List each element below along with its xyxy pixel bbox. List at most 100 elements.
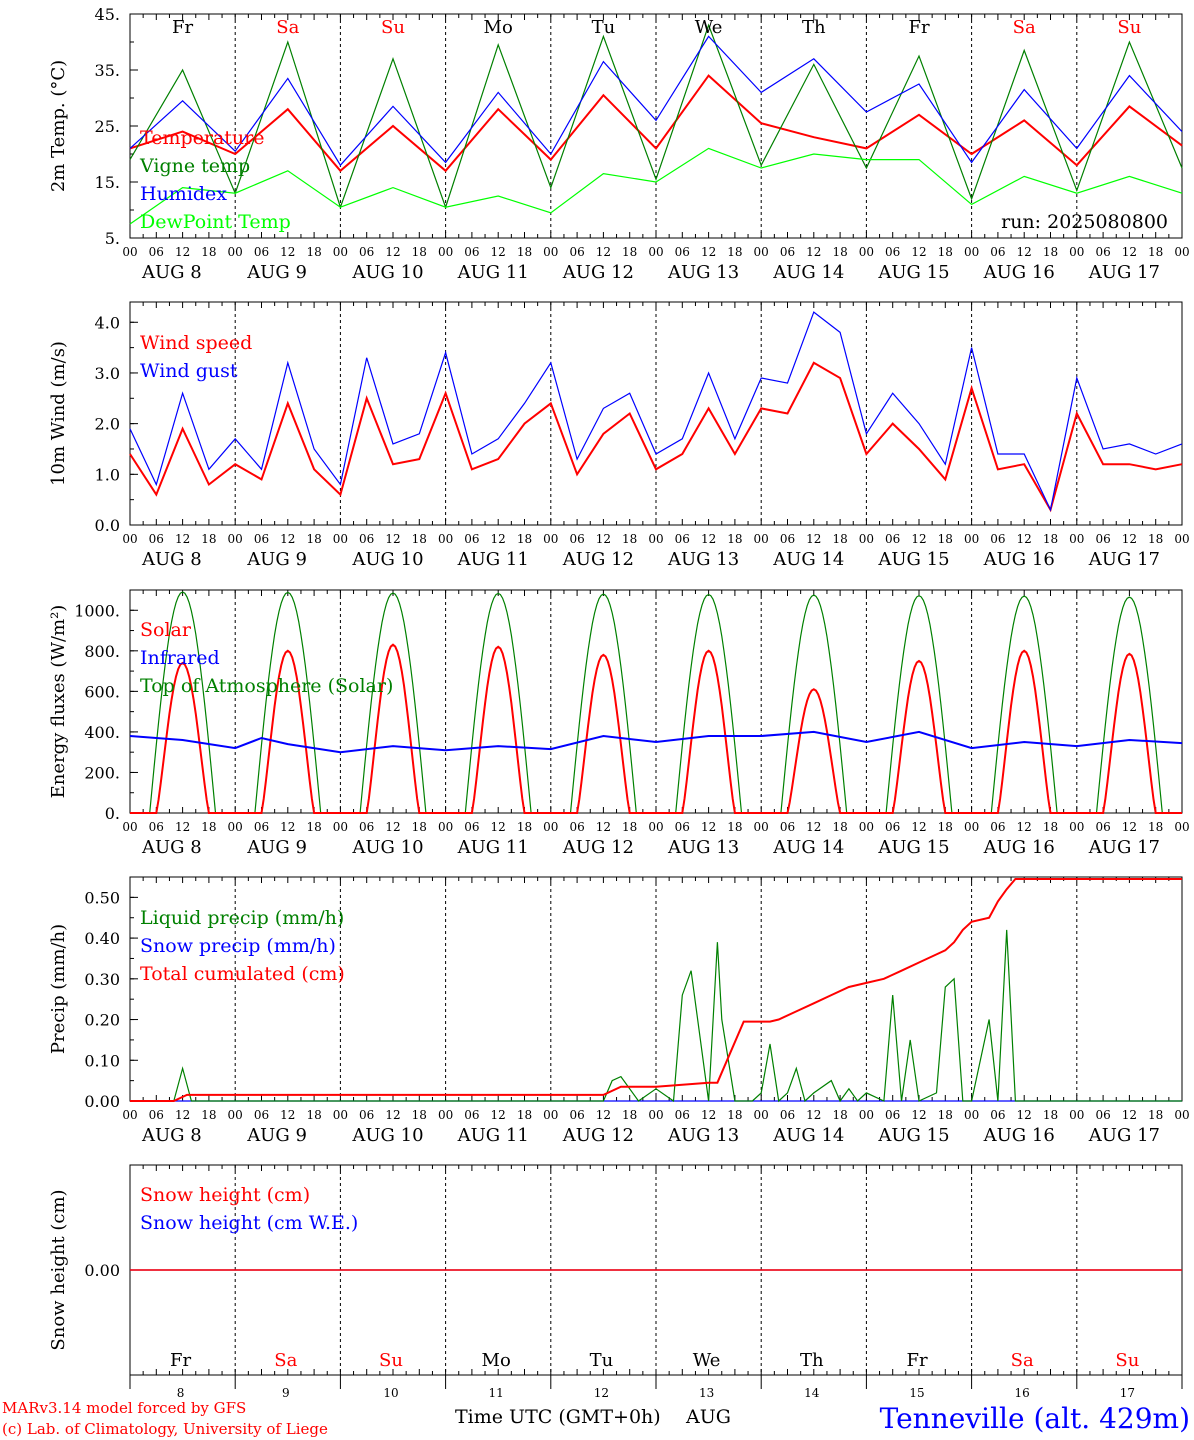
hour-tick-label: 18 xyxy=(201,1108,216,1122)
date-label: AUG 10 xyxy=(351,1125,423,1146)
hour-tick-label: 18 xyxy=(938,245,953,259)
date-label: AUG 12 xyxy=(562,549,634,570)
legend-entry: Snow height (cm) xyxy=(140,1184,310,1206)
hour-tick-label: 18 xyxy=(938,1108,953,1122)
y-tick-label: 0.50 xyxy=(84,888,120,907)
day-number: 13 xyxy=(699,1386,714,1400)
y-tick-label: 2.0 xyxy=(95,415,120,434)
date-label: AUG 14 xyxy=(772,549,844,570)
date-label: AUG 17 xyxy=(1088,549,1160,570)
hour-tick-label: 18 xyxy=(1148,532,1163,546)
hour-tick-label: 18 xyxy=(622,532,637,546)
date-label: AUG 9 xyxy=(246,549,307,570)
y-tick-label: 0.30 xyxy=(84,970,120,989)
day-number: 17 xyxy=(1120,1386,1135,1400)
date-label: AUG 11 xyxy=(457,262,529,283)
hour-tick-label: 06 xyxy=(780,245,795,259)
hour-tick-label: 12 xyxy=(911,532,926,546)
series-line xyxy=(130,591,1182,814)
hour-tick-label: 00 xyxy=(1069,820,1084,834)
day-number: 16 xyxy=(1015,1386,1030,1400)
legend-entry: Top of Atmosphere (Solar) xyxy=(140,675,393,697)
date-label: AUG 9 xyxy=(246,1125,307,1146)
credit-line-2: (c) Lab. of Climatology, University of L… xyxy=(2,1420,328,1438)
date-label: AUG 13 xyxy=(667,837,739,858)
day-number: 15 xyxy=(909,1386,924,1400)
day-number: 8 xyxy=(177,1386,185,1400)
day-number: 14 xyxy=(804,1386,820,1400)
date-label: AUG 14 xyxy=(772,1125,844,1146)
y-tick-label: 25. xyxy=(95,117,120,136)
hour-tick-label: 12 xyxy=(701,532,716,546)
weekday-label: Tu xyxy=(590,1350,614,1371)
hour-tick-label: 00 xyxy=(859,820,874,834)
hour-tick-label: 06 xyxy=(359,245,374,259)
hour-tick-label: 18 xyxy=(517,245,532,259)
hour-tick-label: 06 xyxy=(254,532,269,546)
x-axis-month: AUG xyxy=(685,1406,731,1428)
hour-tick-label: 06 xyxy=(885,245,900,259)
hour-tick-label: 06 xyxy=(885,1108,900,1122)
date-label: AUG 11 xyxy=(457,837,529,858)
hour-tick-label: 18 xyxy=(1043,820,1058,834)
series-line xyxy=(129,311,1183,512)
y-tick-label: 0.00 xyxy=(84,1261,120,1280)
hour-tick-label: 06 xyxy=(990,245,1005,259)
hour-tick-label: 00 xyxy=(754,245,769,259)
legend-entry: Humidex xyxy=(140,183,227,205)
credit-line-1: MARv3.14 model forced by GFS xyxy=(2,1399,246,1417)
hour-tick-label: 00 xyxy=(122,532,137,546)
hour-tick-label: 18 xyxy=(1148,1108,1163,1122)
hour-tick-label: 06 xyxy=(149,245,164,259)
weekday-label: Mo xyxy=(484,17,513,38)
y-tick-label: 3.0 xyxy=(95,364,120,383)
hour-tick-label: 00 xyxy=(543,245,558,259)
date-label: AUG 13 xyxy=(667,262,739,283)
hour-tick-label: 12 xyxy=(1122,532,1137,546)
legend-entry: Total cumulated (cm) xyxy=(140,963,345,985)
hour-tick-label: 12 xyxy=(280,245,295,259)
legend-entry: Temperature xyxy=(140,127,264,149)
hour-tick-label: 06 xyxy=(464,820,479,834)
hour-tick-label: 06 xyxy=(1095,245,1110,259)
date-label: AUG 16 xyxy=(983,262,1055,283)
date-label: AUG 17 xyxy=(1088,262,1160,283)
hour-tick-label: 00 xyxy=(122,820,137,834)
day-number: 9 xyxy=(282,1386,290,1400)
hour-tick-label: 06 xyxy=(569,532,584,546)
hour-tick-label: 18 xyxy=(1043,532,1058,546)
date-label: AUG 8 xyxy=(141,549,202,570)
hour-tick-label: 18 xyxy=(622,820,637,834)
date-label: AUG 13 xyxy=(667,1125,739,1146)
date-label: AUG 12 xyxy=(562,1125,634,1146)
hour-tick-label: 00 xyxy=(964,1108,979,1122)
y-tick-label: 800. xyxy=(84,642,120,661)
hour-tick-label: 00 xyxy=(438,820,453,834)
plot-frame xyxy=(129,589,1183,814)
hour-tick-label: 12 xyxy=(175,532,190,546)
hour-tick-label: 06 xyxy=(149,820,164,834)
hour-tick-label: 00 xyxy=(1174,532,1189,546)
hour-tick-label: 06 xyxy=(254,245,269,259)
hour-tick-label: 06 xyxy=(569,245,584,259)
hour-tick-label: 00 xyxy=(228,1108,243,1122)
hour-tick-label: 00 xyxy=(1069,532,1084,546)
hour-tick-label: 06 xyxy=(464,532,479,546)
hour-tick-label: 00 xyxy=(964,820,979,834)
hour-tick-label: 12 xyxy=(596,532,611,546)
date-label: AUG 12 xyxy=(562,262,634,283)
weekday-label: Fr xyxy=(170,1350,191,1371)
hour-tick-label: 00 xyxy=(1069,1108,1084,1122)
hour-tick-label: 12 xyxy=(1017,820,1032,834)
y-tick-label: 45. xyxy=(95,5,120,24)
panel-2: 0.0 1.0 2.0 3.0 4.0 10m Wind (m/s) Wind speed W… xyxy=(48,301,1190,570)
hour-tick-label: 06 xyxy=(990,532,1005,546)
hour-tick-label: 06 xyxy=(780,1108,795,1122)
y-tick-label: 0.20 xyxy=(84,1011,120,1030)
hour-tick-label: 06 xyxy=(464,245,479,259)
hour-tick-label: 06 xyxy=(885,532,900,546)
date-label: AUG 14 xyxy=(772,262,844,283)
hour-tick-label: 18 xyxy=(517,820,532,834)
hour-tick-label: 12 xyxy=(1122,820,1137,834)
